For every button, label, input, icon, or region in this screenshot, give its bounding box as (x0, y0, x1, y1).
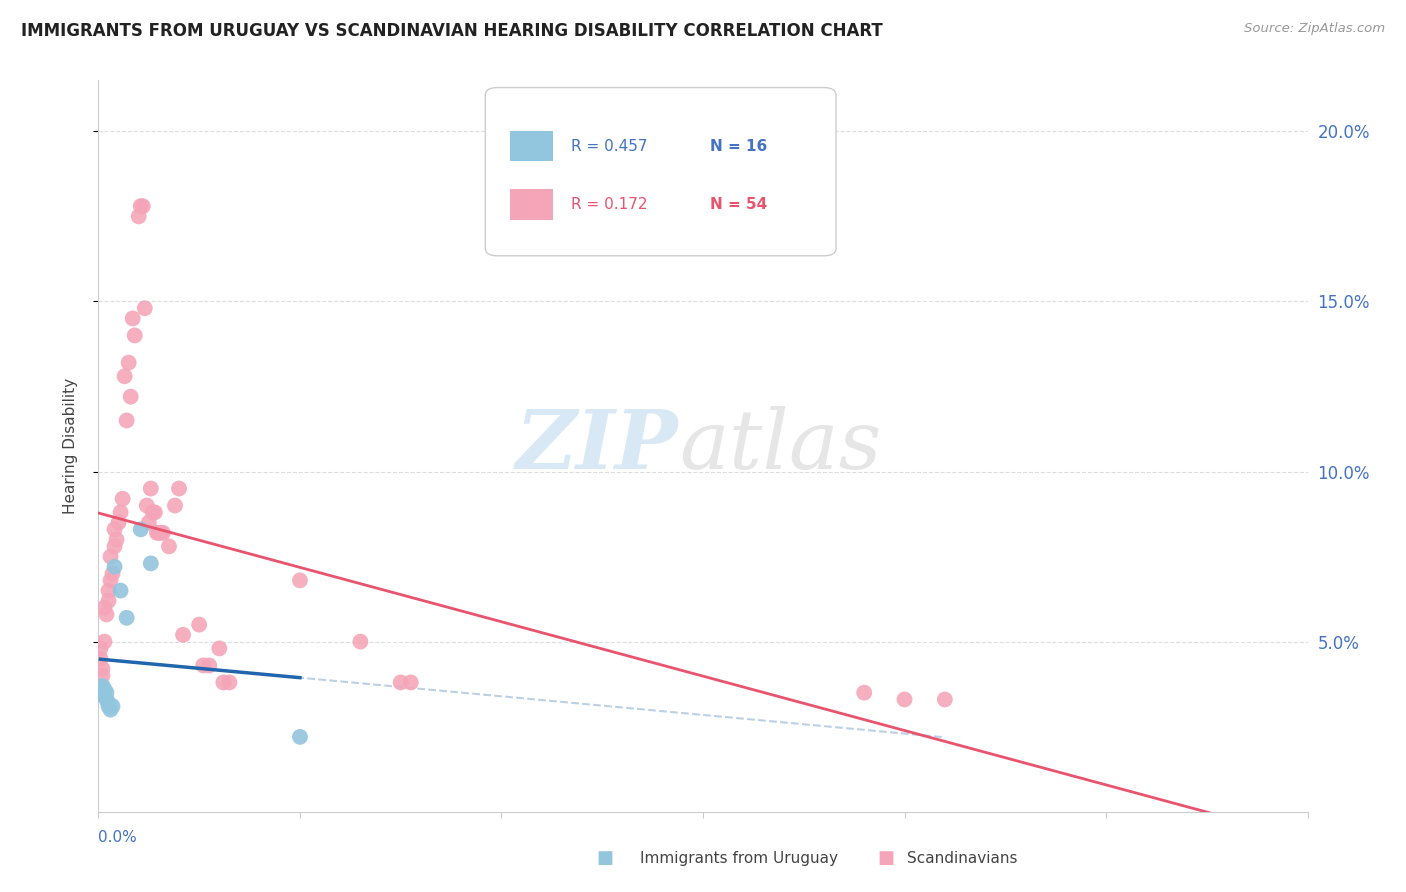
Y-axis label: Hearing Disability: Hearing Disability (63, 378, 77, 514)
Point (89, 641, 111, 656)
Point (134, 301, 156, 316)
Point (208, 641, 231, 656)
Point (105, 533, 128, 547)
Point (100, 574, 122, 588)
Point (103, 559, 125, 574)
Point (91, 679, 114, 693)
Point (103, 522, 125, 536)
Point (110, 583, 132, 598)
Point (115, 413, 138, 427)
Text: Scandinavians: Scandinavians (907, 851, 1018, 865)
Text: N = 54: N = 54 (710, 197, 768, 212)
Text: ■: ■ (877, 849, 894, 867)
Point (96, 692, 118, 706)
Point (114, 369, 136, 384)
Point (163, 499, 186, 513)
Point (157, 540, 180, 554)
Point (399, 675, 422, 690)
Point (100, 549, 122, 564)
Point (893, 692, 915, 706)
Point (149, 525, 172, 540)
Point (218, 675, 240, 690)
Point (152, 525, 174, 540)
FancyBboxPatch shape (485, 87, 837, 256)
Point (93, 682, 115, 697)
Point (142, 505, 165, 519)
Point (193, 658, 215, 673)
Point (101, 699, 124, 714)
Point (115, 611, 138, 625)
Point (93, 634, 115, 648)
Point (93, 600, 115, 615)
Point (853, 686, 876, 700)
Text: N = 16: N = 16 (710, 138, 768, 153)
Point (121, 311, 143, 326)
Point (129, 199, 152, 213)
Point (120, 390, 142, 404)
Point (148, 525, 170, 540)
Text: Source: ZipAtlas.com: Source: ZipAtlas.com (1244, 22, 1385, 36)
Point (934, 692, 956, 706)
Point (97, 583, 120, 598)
Point (91, 668, 114, 682)
Point (139, 557, 162, 571)
Point (101, 566, 124, 581)
Point (198, 658, 221, 673)
Point (124, 328, 146, 343)
Point (188, 617, 211, 632)
Text: R = 0.457: R = 0.457 (571, 138, 648, 153)
Point (128, 210, 150, 224)
Point (97, 699, 120, 714)
Point (132, 199, 155, 213)
Text: Immigrants from Uruguay: Immigrants from Uruguay (640, 851, 838, 865)
Point (97, 696, 120, 710)
Point (96, 686, 118, 700)
Point (89, 686, 111, 700)
Point (349, 634, 371, 648)
Text: ■: ■ (596, 849, 613, 867)
Point (118, 356, 141, 370)
Text: IMMIGRANTS FROM URUGUAY VS SCANDINAVIAN HEARING DISABILITY CORRELATION CHART: IMMIGRANTS FROM URUGUAY VS SCANDINAVIAN … (21, 22, 883, 40)
Point (139, 482, 162, 496)
FancyBboxPatch shape (509, 131, 553, 161)
Point (91, 662, 114, 676)
Point (138, 516, 160, 530)
Point (93, 689, 115, 703)
Point (96, 607, 118, 622)
Point (146, 525, 169, 540)
Text: ZIP: ZIP (516, 406, 679, 486)
Point (167, 482, 190, 496)
Point (135, 499, 157, 513)
Point (111, 491, 134, 506)
Point (89, 651, 111, 665)
Text: 0.0%: 0.0% (98, 830, 138, 845)
Point (172, 628, 194, 642)
Point (212, 675, 235, 690)
Point (129, 522, 152, 536)
FancyBboxPatch shape (509, 189, 553, 220)
Point (100, 703, 122, 717)
Point (110, 505, 132, 519)
Point (107, 516, 129, 530)
Point (288, 730, 311, 744)
Point (143, 505, 166, 519)
Point (103, 540, 125, 554)
Text: R = 0.172: R = 0.172 (571, 197, 648, 212)
Point (97, 594, 120, 608)
Point (288, 574, 311, 588)
Point (389, 675, 412, 690)
Text: atlas: atlas (679, 406, 882, 486)
